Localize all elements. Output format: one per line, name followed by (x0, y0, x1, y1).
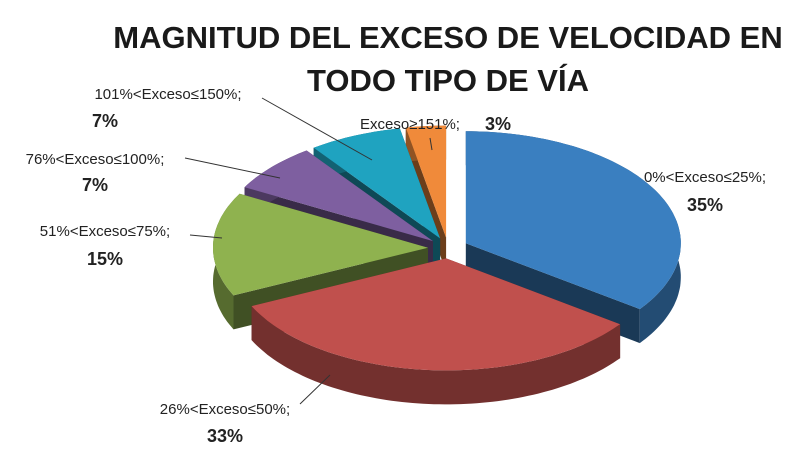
slice (405, 125, 447, 238)
chart-title: TODO TIPO DE VÍA (307, 63, 589, 98)
category-label: 101%<Exceso≤150%; (94, 86, 241, 103)
value-label: 7% (82, 175, 108, 195)
slice (251, 258, 621, 371)
slice (213, 193, 428, 296)
leader-line (429, 137, 433, 151)
leader-line (189, 234, 223, 239)
leader-line (184, 157, 281, 179)
category-label: 76%<Exceso≤100%; (26, 151, 165, 168)
chart-title: MAGNITUD DEL EXCESO DE VELOCIDAD EN (113, 20, 782, 55)
leader-line (261, 97, 373, 161)
leader-line (299, 374, 331, 405)
category-label: 51%<Exceso≤75%; (40, 223, 170, 240)
category-label: Exceso≥151%; (360, 116, 460, 133)
category-label: 0%<Exceso≤25%; (644, 169, 766, 186)
value-label: 15% (87, 249, 123, 269)
value-label: 7% (92, 111, 118, 131)
value-label: 35% (687, 195, 723, 215)
value-label: 3% (485, 114, 511, 134)
slice (465, 131, 681, 310)
slice-side (251, 306, 621, 405)
slice (244, 150, 433, 242)
value-label: 33% (207, 426, 243, 446)
category-label: 26%<Exceso≤50%; (160, 401, 290, 418)
slice (313, 128, 441, 239)
